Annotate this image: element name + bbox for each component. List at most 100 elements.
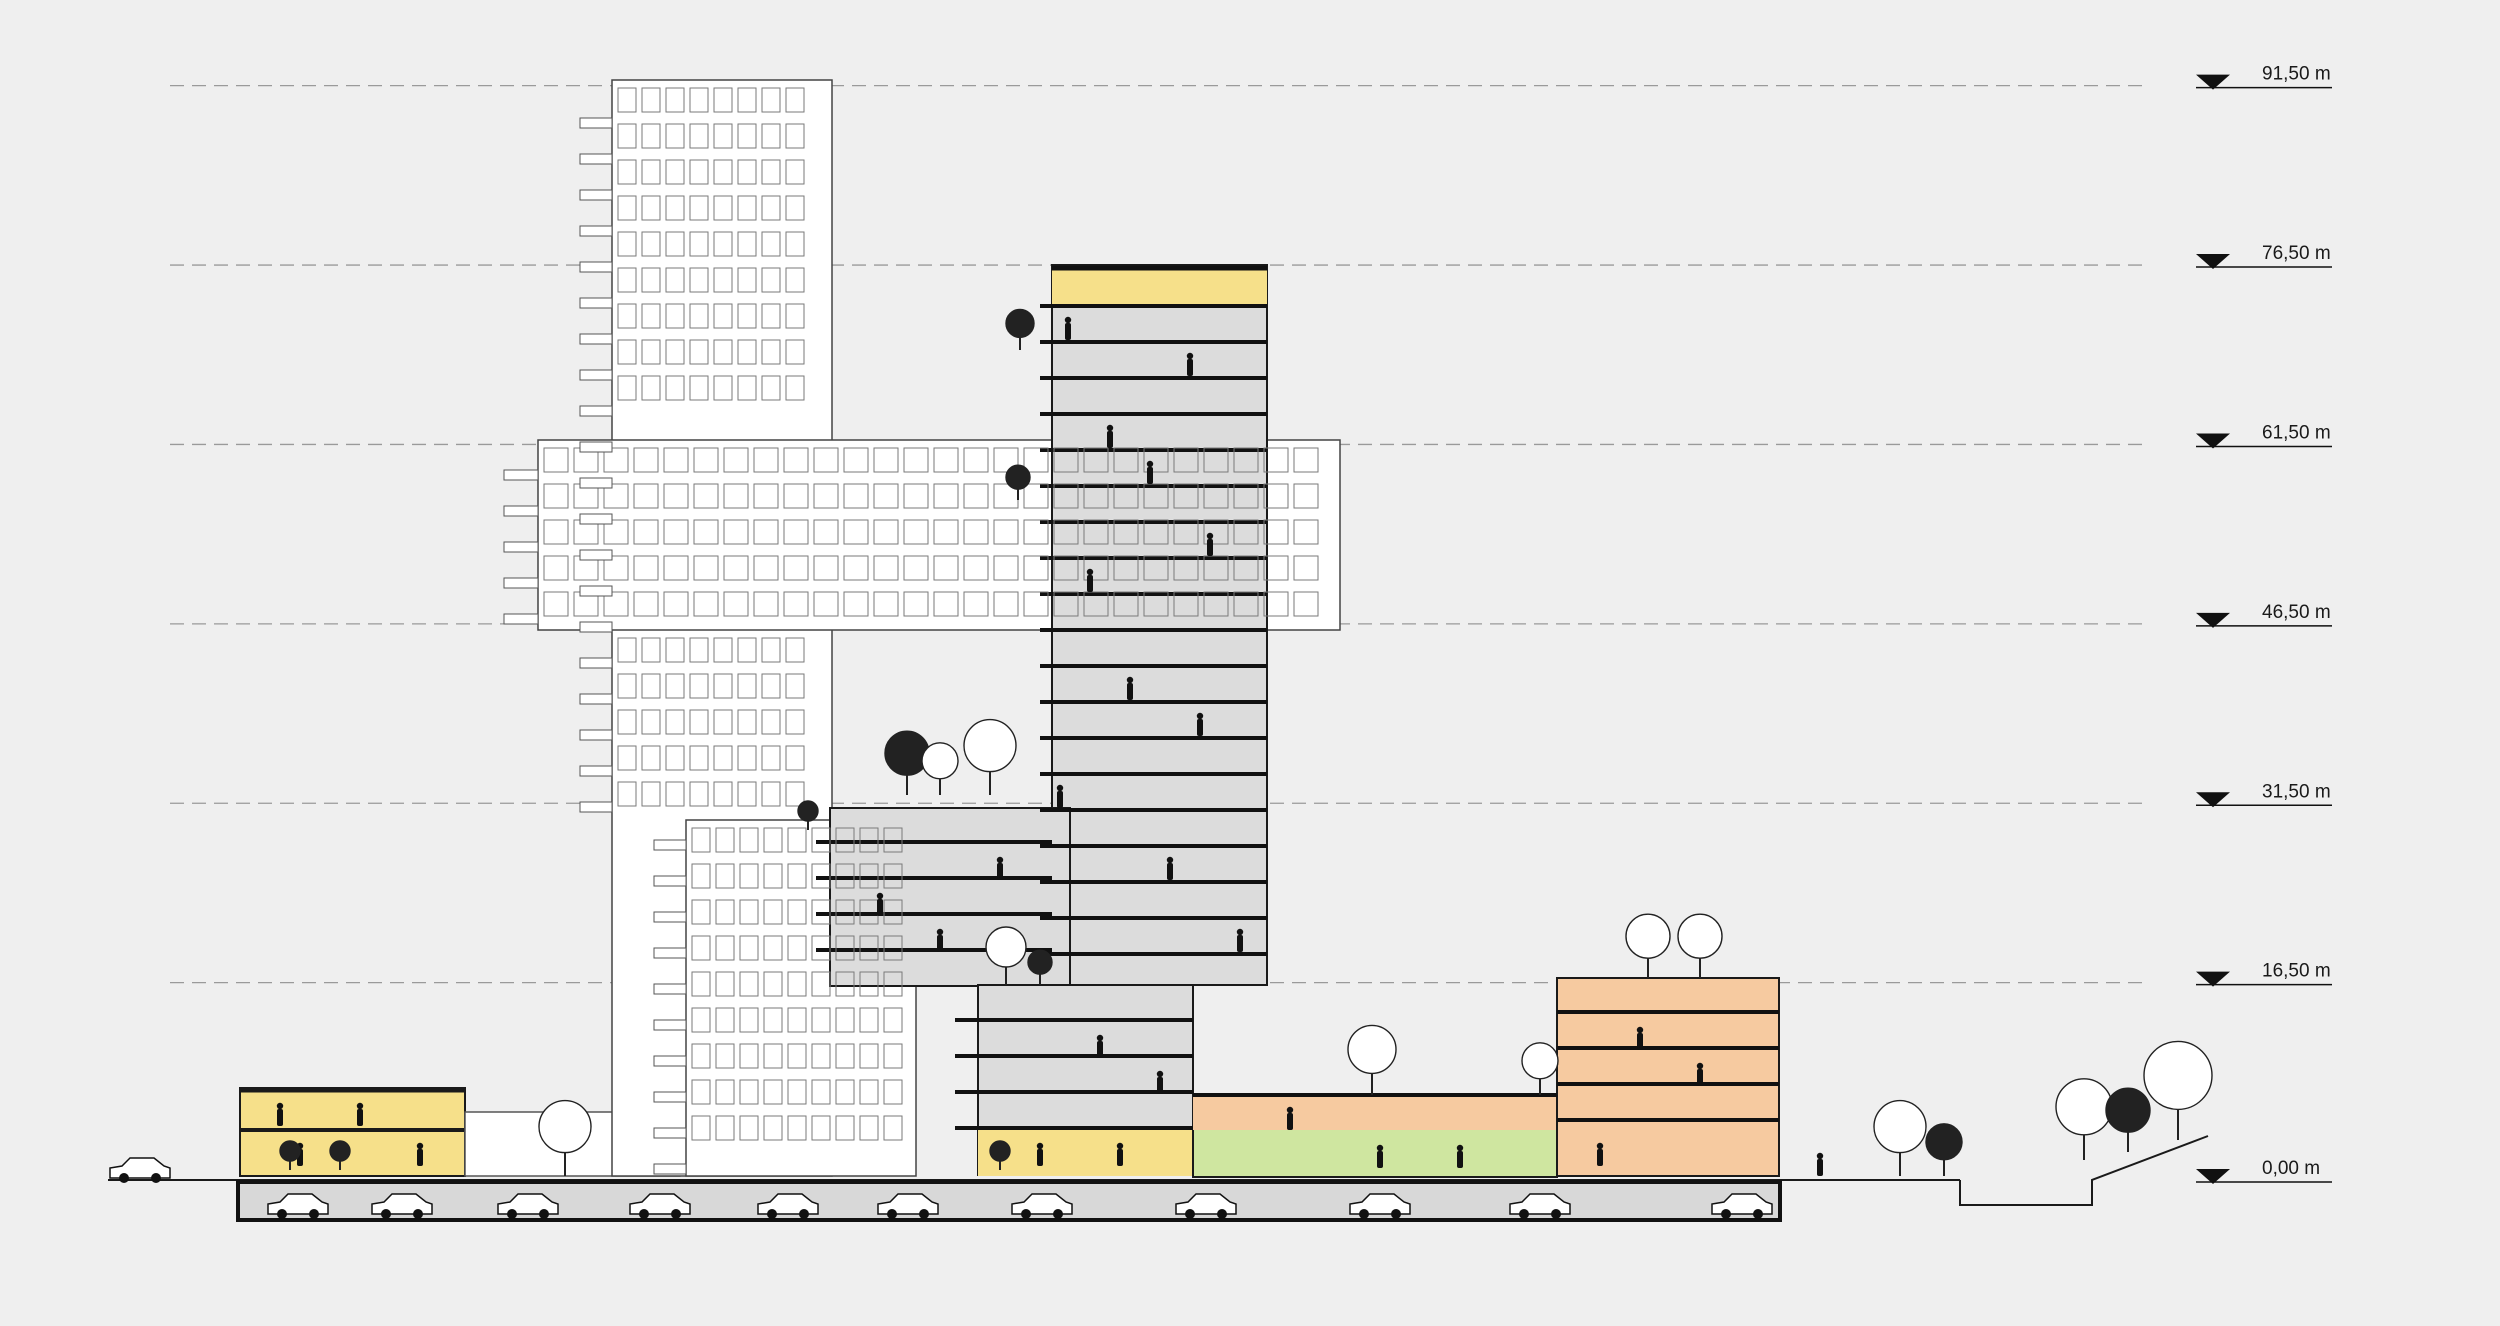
car-icon	[497, 1193, 559, 1219]
window	[739, 899, 759, 925]
level-marker: 76,50 m	[2196, 243, 2332, 270]
level-label: 16,50 m	[2262, 961, 2331, 982]
window	[737, 195, 757, 221]
balcony	[579, 441, 613, 453]
window	[737, 267, 757, 293]
window	[903, 483, 929, 509]
window	[543, 519, 569, 545]
balconies	[503, 117, 687, 1175]
person-silhouette	[1206, 532, 1214, 556]
person-silhouette	[1106, 424, 1114, 448]
window	[873, 447, 899, 473]
window	[723, 519, 749, 545]
window	[835, 971, 855, 997]
window	[641, 709, 661, 735]
window	[663, 447, 689, 473]
window	[785, 375, 805, 401]
window	[1263, 555, 1289, 581]
window	[713, 303, 733, 329]
person-silhouette	[1064, 316, 1072, 340]
window	[883, 935, 903, 961]
window	[859, 1043, 879, 1069]
window	[883, 899, 903, 925]
window	[693, 591, 719, 617]
window	[1233, 447, 1259, 473]
window	[689, 231, 709, 257]
person-silhouette	[1286, 1106, 1294, 1130]
window	[689, 303, 709, 329]
window	[723, 591, 749, 617]
window	[663, 555, 689, 581]
window	[617, 267, 637, 293]
balcony	[579, 657, 613, 669]
tree-icon	[989, 1140, 1011, 1170]
window	[1293, 519, 1319, 545]
level-triangle-icon	[2196, 612, 2230, 628]
window	[641, 195, 661, 221]
tree-icon	[1677, 913, 1723, 978]
window	[617, 303, 637, 329]
window	[1053, 591, 1079, 617]
window	[813, 555, 839, 581]
level-label: 76,50 m	[2262, 243, 2331, 264]
window	[689, 745, 709, 771]
window	[739, 1007, 759, 1033]
window	[689, 267, 709, 293]
window	[1293, 591, 1319, 617]
window	[835, 1043, 855, 1069]
balcony	[503, 469, 539, 481]
window	[713, 339, 733, 365]
window	[603, 519, 629, 545]
window	[737, 637, 757, 663]
balcony	[579, 621, 613, 633]
window	[715, 971, 735, 997]
window	[783, 447, 809, 473]
window	[1233, 519, 1259, 545]
level-marker: 0,00 m	[2196, 1158, 2332, 1184]
window	[783, 519, 809, 545]
window	[933, 483, 959, 509]
window	[689, 375, 709, 401]
balcony	[653, 983, 687, 995]
window	[811, 1115, 831, 1141]
window	[835, 899, 855, 925]
window	[617, 87, 637, 113]
window	[617, 159, 637, 185]
window	[785, 195, 805, 221]
balcony	[503, 541, 539, 553]
window	[665, 375, 685, 401]
window	[691, 935, 711, 961]
window	[739, 827, 759, 853]
window	[713, 87, 733, 113]
window	[633, 591, 659, 617]
level-label: 91,50 m	[2262, 64, 2331, 85]
car-icon	[109, 1157, 171, 1183]
window	[763, 827, 783, 853]
window	[813, 483, 839, 509]
window	[753, 555, 779, 581]
window	[903, 519, 929, 545]
window	[715, 935, 735, 961]
window	[737, 231, 757, 257]
window	[641, 123, 661, 149]
window	[835, 1115, 855, 1141]
window	[713, 637, 733, 663]
tree-icon	[329, 1140, 351, 1170]
window	[787, 827, 807, 853]
tree-icon	[1027, 949, 1053, 985]
window	[933, 447, 959, 473]
car-icon	[1349, 1193, 1411, 1219]
window	[665, 195, 685, 221]
window	[641, 673, 661, 699]
window	[811, 1043, 831, 1069]
tree-icon	[797, 800, 819, 830]
tree-icon	[1925, 1123, 1963, 1176]
window	[883, 971, 903, 997]
window	[665, 637, 685, 663]
people-silhouettes	[276, 316, 1824, 1176]
person-silhouette	[1456, 1144, 1464, 1168]
left-pavilion	[239, 1087, 466, 1177]
tree-icon	[884, 730, 930, 795]
window	[617, 781, 637, 807]
balcony	[579, 261, 613, 273]
